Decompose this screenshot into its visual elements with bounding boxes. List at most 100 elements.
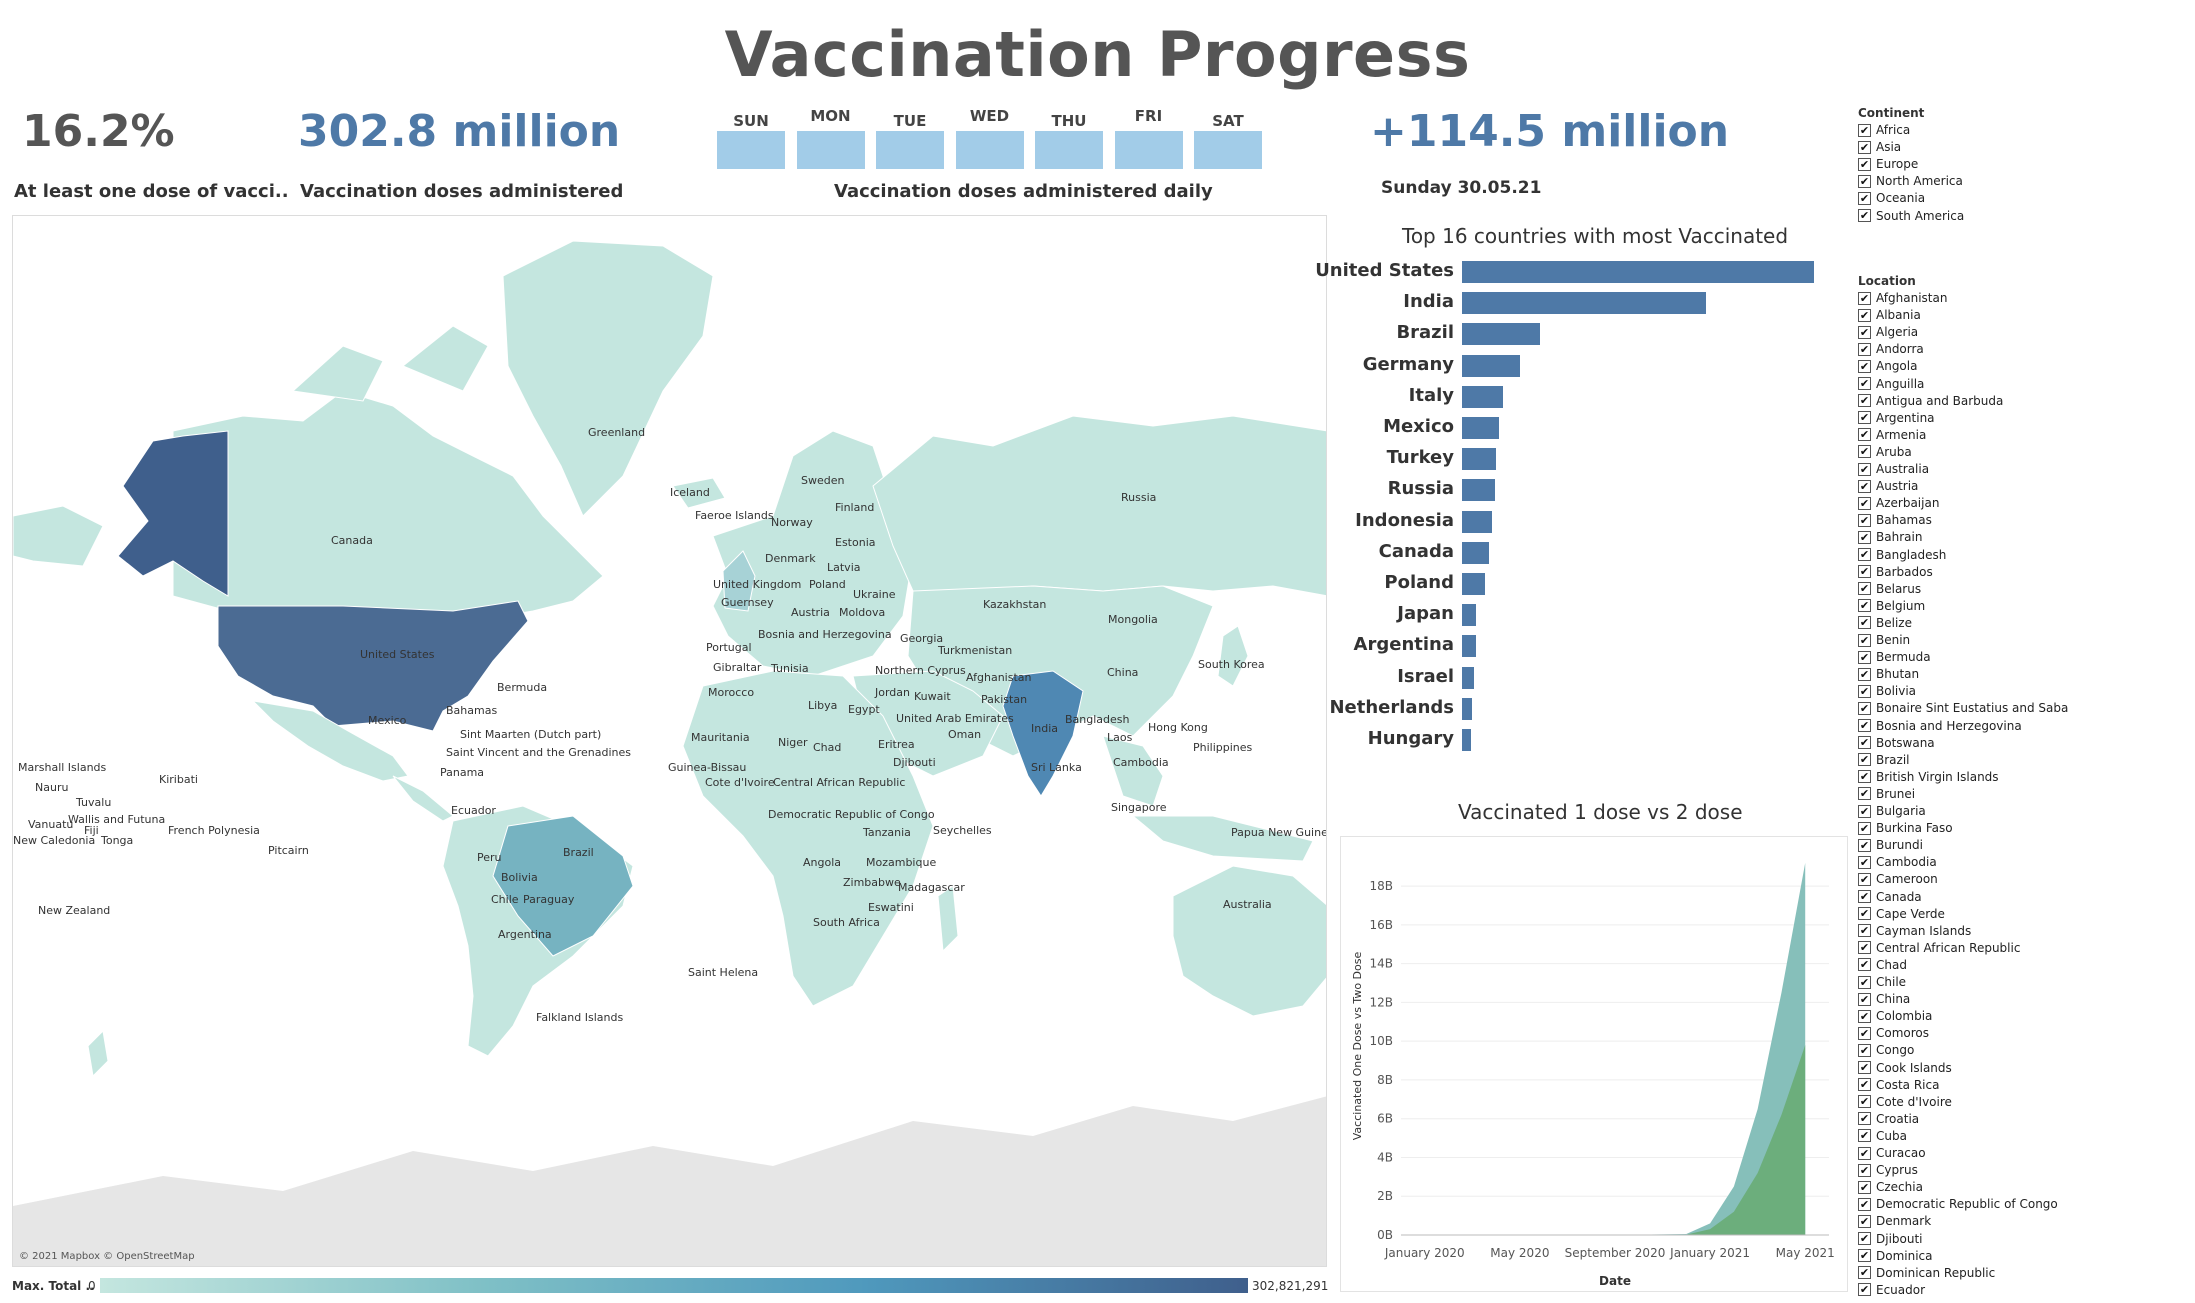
checkbox-checked-icon[interactable]: ✔ [1858, 787, 1871, 801]
location-filter-item[interactable]: ✔ Cote d'Ivoire [1858, 1094, 1952, 1110]
checkbox-checked-icon[interactable]: ✔ [1858, 359, 1871, 373]
location-filter-item[interactable]: ✔ Australia [1858, 461, 1929, 477]
checkbox-checked-icon[interactable]: ✔ [1858, 1180, 1871, 1194]
checkbox-checked-icon[interactable]: ✔ [1858, 958, 1871, 972]
location-filter-item[interactable]: ✔ Dominican Republic [1858, 1265, 1995, 1281]
continent-filter-item[interactable]: ✔ Africa [1858, 122, 1910, 138]
location-filter-item[interactable]: ✔ Dominica [1858, 1248, 1933, 1264]
checkbox-checked-icon[interactable]: ✔ [1858, 1146, 1871, 1160]
checkbox-checked-icon[interactable]: ✔ [1858, 582, 1871, 596]
location-filter-item[interactable]: ✔ Denmark [1858, 1213, 1931, 1229]
location-filter-item[interactable]: ✔ Botswana [1858, 735, 1935, 751]
checkbox-checked-icon[interactable]: ✔ [1858, 736, 1871, 750]
checkbox-checked-icon[interactable]: ✔ [1858, 1078, 1871, 1092]
location-filter-item[interactable]: ✔ Central African Republic [1858, 940, 2020, 956]
checkbox-checked-icon[interactable]: ✔ [1858, 174, 1871, 188]
checkbox-checked-icon[interactable]: ✔ [1858, 377, 1871, 390]
checkbox-checked-icon[interactable]: ✔ [1858, 291, 1871, 305]
bar-canada[interactable] [1462, 541, 1489, 564]
checkbox-checked-icon[interactable]: ✔ [1858, 855, 1871, 869]
location-filter-item[interactable]: ✔ Antigua and Barbuda [1858, 393, 2003, 409]
bar-mexico[interactable] [1462, 417, 1500, 439]
checkbox-checked-icon[interactable]: ✔ [1858, 1214, 1871, 1228]
continent-filter-item[interactable]: ✔ Europe [1858, 156, 1918, 172]
checkbox-checked-icon[interactable]: ✔ [1858, 701, 1871, 715]
checkbox-checked-icon[interactable]: ✔ [1858, 1249, 1871, 1263]
checkbox-checked-icon[interactable]: ✔ [1858, 1061, 1871, 1074]
bar-germany[interactable] [1462, 354, 1521, 377]
location-filter-item[interactable]: ✔ Comoros [1858, 1025, 1929, 1041]
location-filter-item[interactable]: ✔ Cyprus [1858, 1162, 1918, 1178]
location-filter-item[interactable]: ✔ Brunei [1858, 786, 1915, 802]
bar-indonesia[interactable] [1462, 510, 1493, 533]
checkbox-checked-icon[interactable]: ✔ [1858, 1112, 1871, 1126]
location-filter-item[interactable]: ✔ Bosnia and Herzegovina [1858, 718, 2022, 734]
location-filter-item[interactable]: ✔ Bonaire Sint Eustatius and Saba [1858, 700, 2068, 716]
bar-turkey[interactable] [1462, 448, 1496, 471]
location-filter-item[interactable]: ✔ Barbados [1858, 564, 1933, 580]
checkbox-checked-icon[interactable]: ✔ [1858, 1283, 1871, 1297]
weekday-bar-fri[interactable] [1114, 131, 1183, 169]
checkbox-checked-icon[interactable]: ✔ [1858, 428, 1871, 442]
checkbox-checked-icon[interactable]: ✔ [1858, 191, 1871, 205]
bar-argentina[interactable] [1462, 635, 1476, 658]
checkbox-checked-icon[interactable]: ✔ [1858, 975, 1871, 989]
location-filter-item[interactable]: ✔ Cook Islands [1858, 1060, 1952, 1076]
location-filter-item[interactable]: ✔ Benin [1858, 632, 1910, 648]
bar-hungary[interactable] [1462, 729, 1472, 751]
location-filter-item[interactable]: ✔ Czechia [1858, 1179, 1923, 1195]
checkbox-checked-icon[interactable]: ✔ [1858, 804, 1871, 818]
bar-japan[interactable] [1462, 604, 1476, 627]
location-filter-item[interactable]: ✔ Bhutan [1858, 666, 1919, 682]
checkbox-checked-icon[interactable]: ✔ [1858, 325, 1871, 339]
location-filter-item[interactable]: ✔ Congo [1858, 1042, 1914, 1058]
location-filter-item[interactable]: ✔ Angola [1858, 358, 1917, 374]
weekday-bar-thu[interactable] [1035, 131, 1103, 169]
location-filter-item[interactable]: ✔ Democratic Republic of Congo [1858, 1196, 2058, 1212]
location-filter-item[interactable]: ✔ Burundi [1858, 837, 1923, 853]
checkbox-checked-icon[interactable]: ✔ [1858, 890, 1871, 903]
checkbox-checked-icon[interactable]: ✔ [1858, 513, 1871, 527]
location-filter-item[interactable]: ✔ Croatia [1858, 1111, 1919, 1127]
bar-russia[interactable] [1462, 479, 1495, 502]
bar-united-states[interactable] [1462, 261, 1814, 283]
checkbox-checked-icon[interactable]: ✔ [1858, 633, 1871, 647]
checkbox-checked-icon[interactable]: ✔ [1858, 411, 1871, 425]
location-filter-item[interactable]: ✔ Cape Verde [1858, 906, 1945, 922]
location-filter-item[interactable]: ✔ Chile [1858, 974, 1906, 990]
location-filter-item[interactable]: ✔ Austria [1858, 478, 1918, 494]
location-filter-item[interactable]: ✔ Colombia [1858, 1008, 1932, 1024]
continent-filter-item[interactable]: ✔ Asia [1858, 139, 1901, 155]
location-filter-item[interactable]: ✔ Cuba [1858, 1128, 1907, 1144]
location-filter-item[interactable]: ✔ Algeria [1858, 324, 1918, 340]
location-filter-item[interactable]: ✔ Bermuda [1858, 649, 1931, 665]
location-filter-item[interactable]: ✔ Afghanistan [1858, 290, 1947, 306]
checkbox-checked-icon[interactable]: ✔ [1858, 770, 1871, 784]
checkbox-checked-icon[interactable]: ✔ [1858, 1266, 1871, 1280]
checkbox-checked-icon[interactable]: ✔ [1858, 342, 1871, 356]
location-filter-item[interactable]: ✔ Azerbaijan [1858, 495, 1939, 511]
bar-india[interactable] [1462, 292, 1707, 315]
location-filter-item[interactable]: ✔ Chad [1858, 957, 1907, 973]
checkbox-checked-icon[interactable]: ✔ [1858, 209, 1871, 222]
bar-israel[interactable] [1462, 666, 1474, 689]
checkbox-checked-icon[interactable]: ✔ [1858, 565, 1871, 579]
location-filter-item[interactable]: ✔ Argentina [1858, 410, 1935, 426]
checkbox-checked-icon[interactable]: ✔ [1858, 394, 1871, 408]
checkbox-checked-icon[interactable]: ✔ [1858, 924, 1871, 938]
checkbox-checked-icon[interactable]: ✔ [1858, 462, 1871, 476]
location-filter-item[interactable]: ✔ Curacao [1858, 1145, 1926, 1161]
checkbox-checked-icon[interactable]: ✔ [1858, 1197, 1871, 1211]
weekday-bar-sun[interactable] [717, 131, 785, 169]
checkbox-checked-icon[interactable]: ✔ [1858, 616, 1871, 630]
continent-filter-item[interactable]: ✔ North America [1858, 173, 1963, 189]
weekday-bar-sat[interactable] [1194, 131, 1262, 169]
location-filter-item[interactable]: ✔ Belgium [1858, 598, 1925, 614]
checkbox-checked-icon[interactable]: ✔ [1858, 445, 1871, 459]
checkbox-checked-icon[interactable]: ✔ [1858, 684, 1871, 698]
world-map[interactable]: Greenland Iceland Faeroe Islands Sweden Finl… [12, 215, 1327, 1267]
bar-netherlands[interactable] [1462, 697, 1473, 720]
location-filter-item[interactable]: ✔ Belize [1858, 615, 1912, 631]
weekday-bar-mon[interactable] [796, 131, 865, 169]
checkbox-checked-icon[interactable]: ✔ [1858, 1026, 1871, 1040]
